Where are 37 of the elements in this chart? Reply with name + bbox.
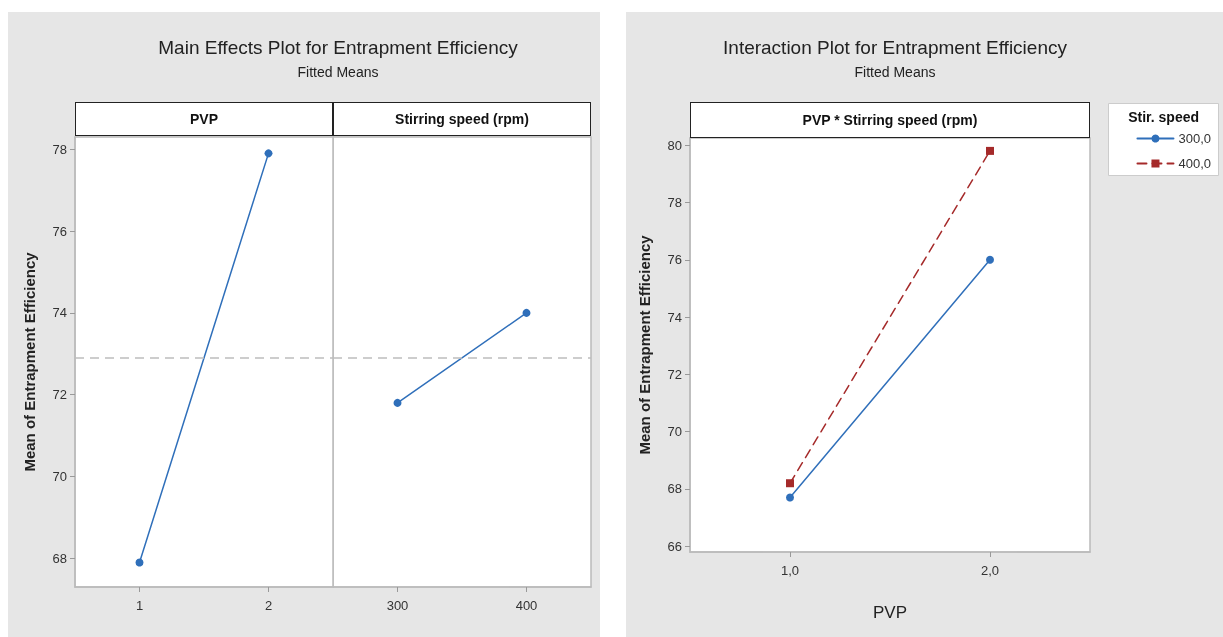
- y-tick-label: 68: [667, 481, 682, 497]
- chart-subtitle: Fitted Means: [297, 64, 379, 80]
- x-tick-label: 1: [135, 598, 144, 613]
- point: [986, 146, 994, 155]
- point: [786, 493, 794, 502]
- legend-label: 400,0: [1178, 156, 1212, 171]
- y-tick-label: 66: [667, 538, 682, 554]
- chart-subtitle: Fitted Means: [854, 64, 936, 80]
- x-axis-title: Stirring speed (rpm): [333, 102, 591, 136]
- y-tick-label: 74: [667, 309, 682, 325]
- x-tick-label: 1,0: [780, 563, 800, 578]
- chart-title: Interaction Plot for Entrapment Efficiency: [723, 37, 1068, 58]
- y-tick-label: 76: [52, 223, 67, 239]
- y-tick-label: 72: [52, 387, 67, 403]
- text: PVP * Stirring speed (rpm): [690, 102, 1090, 138]
- y-tick-label: 80: [667, 137, 682, 153]
- x-axis-title: PVP: [75, 102, 333, 136]
- chart-title: Main Effects Plot for Entrapment Efficiency: [158, 37, 519, 58]
- x-tick-label: 2: [264, 598, 273, 613]
- y-tick-label: 78: [667, 194, 682, 210]
- point: [986, 255, 994, 264]
- y-tick-label: 70: [52, 469, 67, 485]
- y-tick-label: 78: [52, 141, 67, 157]
- y-tick-label: 74: [52, 305, 67, 321]
- y-tick-label: 70: [667, 424, 682, 440]
- point: [786, 479, 794, 488]
- y-axis-title: Mean of Entrapment Efficiency: [636, 234, 653, 455]
- legend-title: Stir. speed: [1128, 109, 1200, 125]
- y-tick-label: 76: [667, 252, 682, 268]
- x-axis-title: PVP: [872, 603, 908, 622]
- x-tick-label: 2,0: [980, 563, 1000, 578]
- legend-label: 300,0: [1178, 131, 1212, 146]
- y-tick-label: 68: [52, 550, 67, 566]
- x-tick-label: 300: [386, 598, 409, 613]
- y-axis-title: Mean of Entrapment Efficiency: [21, 251, 38, 472]
- x-tick-label: 400: [515, 598, 538, 613]
- y-tick-label: 72: [667, 366, 682, 382]
